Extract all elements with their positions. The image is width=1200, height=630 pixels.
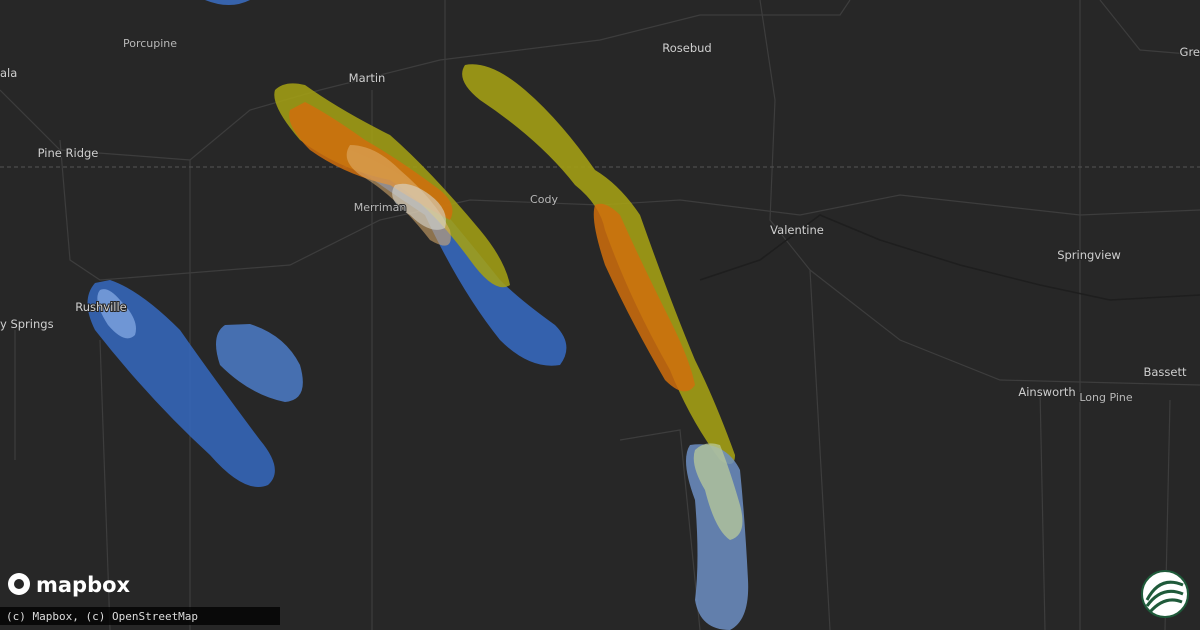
place-label: y Springs [0,317,54,331]
place-label: ala [0,66,17,80]
place-label: Martin [349,71,386,85]
place-label: Pine Ridge [38,146,99,160]
place-label: Long Pine [1079,391,1133,404]
place-label: Gre [1180,45,1200,59]
place-label: Merriman [354,201,407,214]
place-label: Ainsworth [1018,385,1075,399]
place-labels: Porcupine Martin Rosebud ala Pine Ridge … [0,36,1200,405]
place-label: Rushville [75,300,127,314]
attribution-background [0,607,280,625]
place-label: Valentine [770,223,824,237]
corner-badge [1141,570,1189,618]
place-label: Bassett [1143,365,1187,379]
storm-swaths [87,0,749,630]
attribution: (c) Mapbox, (c) OpenStreetMap [6,610,198,623]
place-label: Porcupine [123,37,177,50]
logo-icon-inner [14,579,24,589]
logo-text: mapbox [36,573,131,597]
place-label: Cody [530,193,558,206]
mapbox-logo: mapbox [8,573,131,597]
place-label: Rosebud [662,41,711,55]
place-label: Springview [1057,248,1121,262]
